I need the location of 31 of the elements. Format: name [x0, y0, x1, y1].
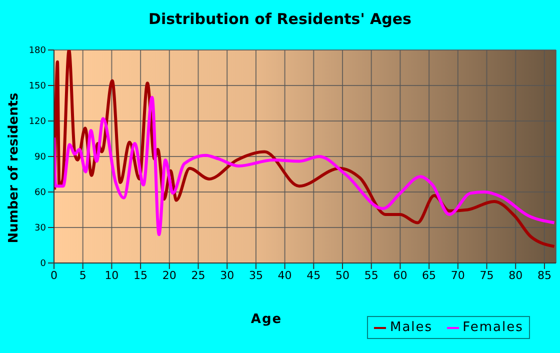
y-tick-label: 120	[28, 117, 46, 128]
legend-label: Males	[389, 320, 433, 335]
chart-title: Distribution of Residents' Ages	[148, 10, 412, 28]
y-tick-label: 180	[28, 46, 46, 56]
x-tick-label: 45	[306, 268, 321, 282]
x-tick-label: 50	[336, 268, 350, 282]
x-tick-label: 30	[220, 268, 234, 282]
y-tick-label: 60	[34, 188, 46, 198]
x-tick-label: 60	[393, 268, 408, 282]
y-tick-label: 90	[34, 152, 46, 163]
line-series	[54, 96, 556, 236]
x-tick-label: 65	[422, 268, 436, 282]
x-tick-label: 75	[480, 268, 494, 282]
x-tick-label: 25	[191, 268, 206, 282]
legend-label: Females	[462, 320, 524, 335]
x-tick-label: 55	[364, 268, 378, 282]
x-tick-label: 15	[134, 268, 148, 282]
x-tick-label: 0	[50, 268, 58, 282]
y-tick-label: 30	[34, 224, 46, 234]
x-tick-label: 10	[104, 268, 119, 282]
x-tick-label: 20	[162, 268, 176, 282]
x-tick-label: 80	[508, 268, 523, 282]
x-tick-label: 85	[537, 268, 552, 282]
x-tick-label: 5	[79, 268, 86, 282]
x-tick-label: 40	[278, 268, 292, 282]
y-tick-label: 0	[40, 259, 46, 270]
y-tick-label: 150	[28, 82, 46, 92]
y-axis-title: Number of residents	[6, 92, 22, 244]
x-axis-title: Age	[250, 312, 282, 327]
x-tick-label: 35	[248, 268, 263, 282]
x-tick-label: 70	[450, 268, 465, 282]
